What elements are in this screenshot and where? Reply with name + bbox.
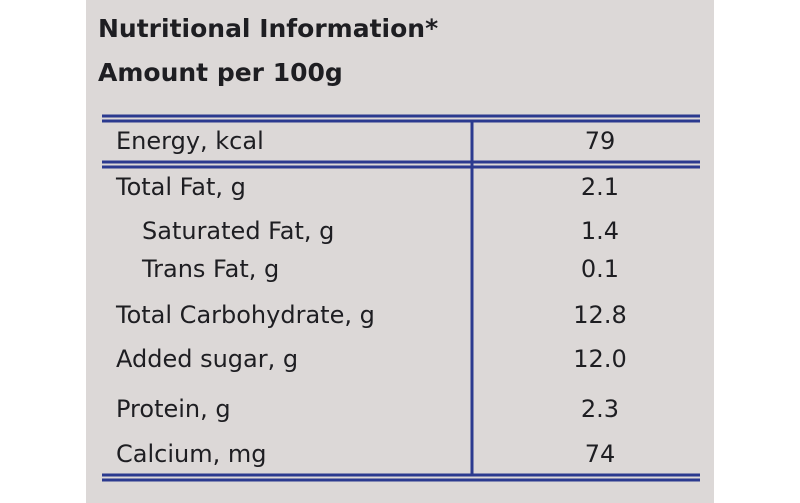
subtitle: Amount per 100g (98, 58, 343, 87)
nutrient-name: Saturated Fat, g (142, 217, 334, 245)
nutrient-name: Total Fat, g (115, 173, 246, 201)
nutrient-name: Calcium, mg (116, 440, 266, 468)
label-panel (86, 0, 714, 503)
nutrient-name: Total Carbohydrate, g (115, 301, 375, 329)
nutrient-value: 74 (585, 440, 616, 468)
nutrient-value: 12.0 (573, 345, 626, 373)
nutrient-name: Trans Fat, g (141, 255, 279, 283)
nutrient-value: 0.1 (581, 255, 619, 283)
nutrient-value: 79 (585, 127, 616, 155)
nutrient-name: Added sugar, g (116, 345, 298, 373)
nutrient-value: 2.1 (581, 173, 619, 201)
nutrient-value: 2.3 (581, 395, 619, 423)
nutrient-value: 12.8 (573, 301, 626, 329)
title: Nutritional Information* (98, 14, 438, 43)
nutrient-name: Protein, g (116, 395, 231, 423)
nutrient-name: Energy, kcal (116, 127, 264, 155)
nutrient-value: 1.4 (581, 217, 619, 245)
